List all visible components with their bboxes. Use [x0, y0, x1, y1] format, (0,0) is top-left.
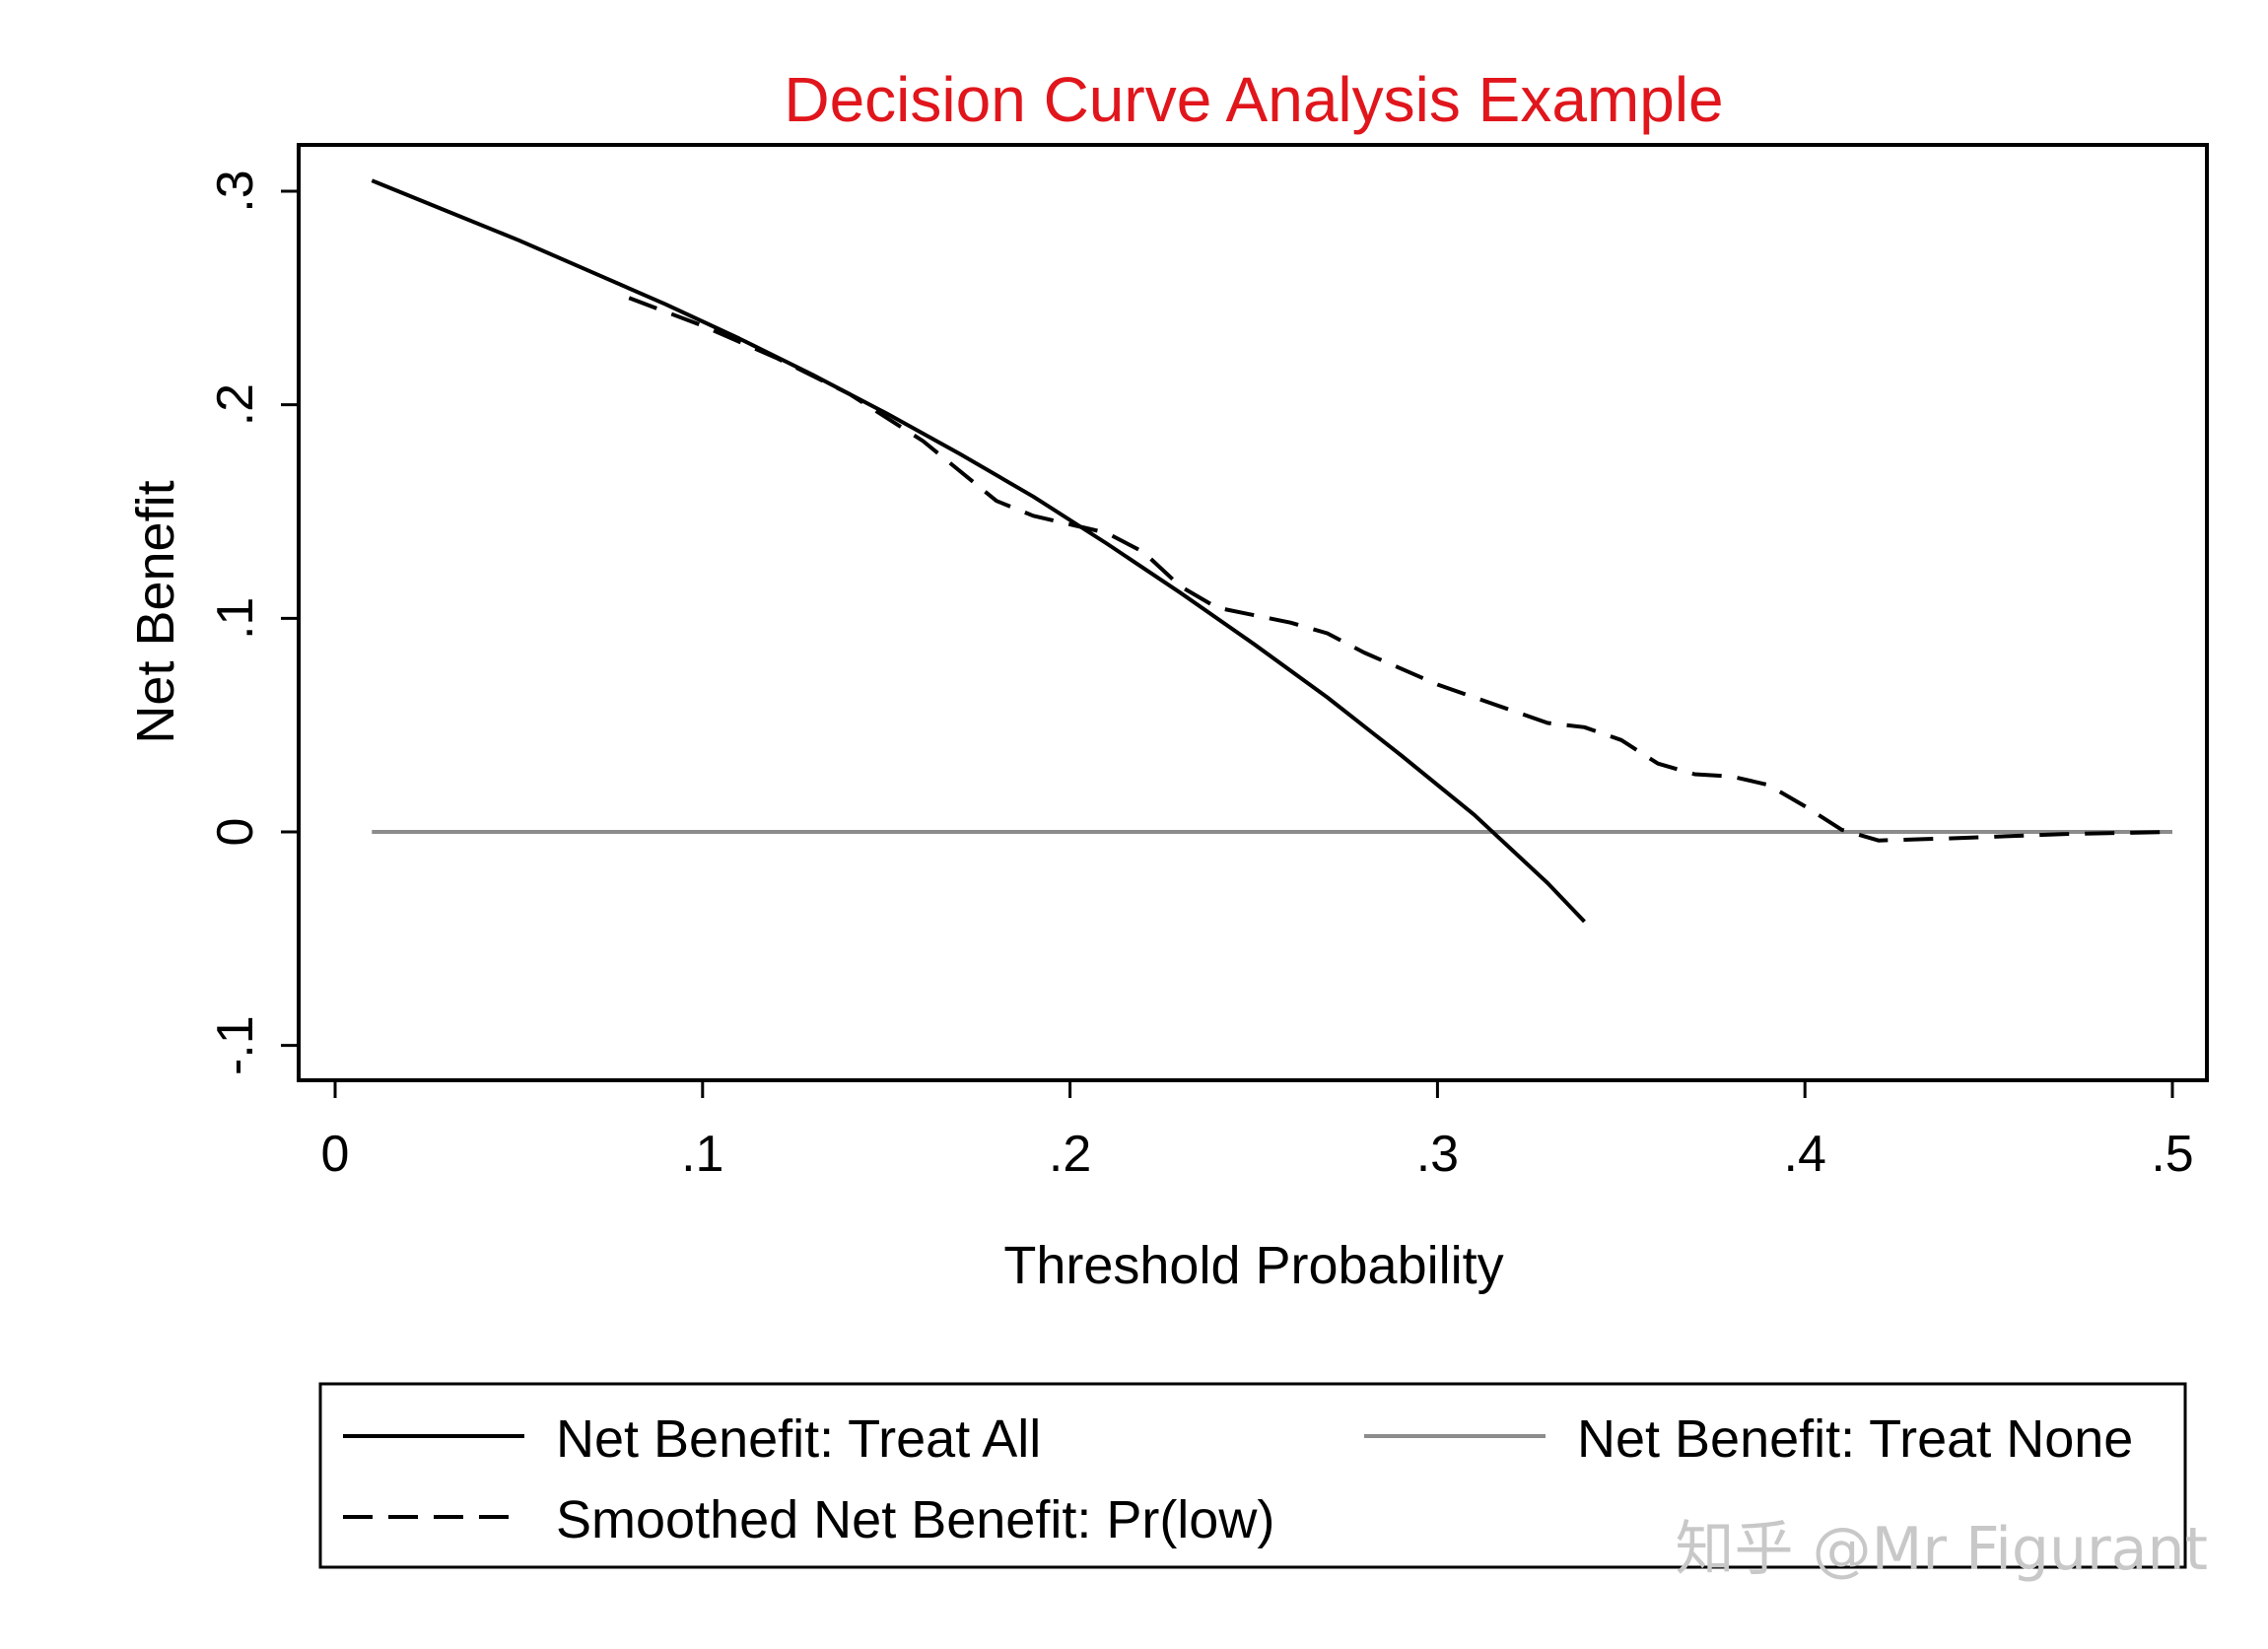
x-tick-label-3: .3	[1416, 1126, 1459, 1183]
x-tick-label-2: .2	[1049, 1126, 1091, 1183]
legend: Net Benefit: Treat All Net Benefit: Trea…	[318, 1382, 2187, 1569]
y-tick-label-1: 0	[207, 818, 264, 847]
series-line-net-benefit-treat-all	[371, 178, 1586, 924]
y-tick-label-2: .1	[207, 597, 264, 640]
x-axis-label: Threshold Probability	[1003, 1236, 1503, 1295]
x-tick-label-1: .1	[681, 1126, 723, 1183]
series-layer	[371, 178, 2173, 924]
x-tick-label-0: 0	[321, 1126, 350, 1183]
series-line-smoothed-net-benefit-pr-low	[628, 296, 2173, 843]
legend-label-treat-all: Net Benefit: Treat All	[556, 1409, 1041, 1469]
chart-title: Decision Curve Analysis Example	[784, 64, 1723, 135]
legend-label-treat-none: Net Benefit: Treat None	[1577, 1409, 2133, 1469]
y-tick-label-3: .2	[207, 383, 264, 426]
x-tick-label-5: .5	[2151, 1126, 2193, 1183]
y-tick-label-4: .3	[207, 170, 264, 212]
watermark-text: 知乎 @Mr Figurant	[1676, 1515, 2209, 1584]
x-tick-label-4: .4	[1784, 1126, 1826, 1183]
y-axis-ticks: -.1 0 .1 .2 .3	[207, 170, 299, 1075]
y-axis-label: Net Benefit	[126, 480, 185, 743]
legend-box	[318, 1382, 2187, 1569]
legend-label-smoothed: Smoothed Net Benefit: Pr(low)	[556, 1490, 1274, 1549]
y-tick-label-0: -.1	[207, 1015, 264, 1075]
x-axis-ticks: 0 .1 .2 .3 .4 .5	[321, 1080, 2194, 1183]
